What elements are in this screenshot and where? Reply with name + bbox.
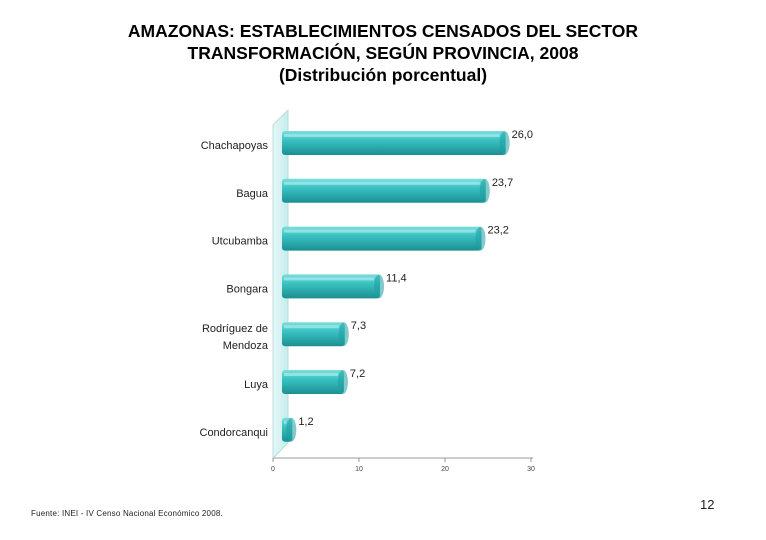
x-tick-label: 20 bbox=[441, 466, 449, 473]
x-tick-label: 30 bbox=[527, 466, 535, 473]
bar-end-cap bbox=[338, 322, 349, 347]
source-note: Fuente: INEI - IV Censo Nacional Económi… bbox=[31, 509, 223, 518]
value-label: 1,2 bbox=[298, 416, 313, 428]
title-line-2: TRANSFORMACIÓN, SEGÚN PROVINCIA, 2008 bbox=[187, 43, 579, 63]
page-number: 12 bbox=[700, 497, 715, 512]
bar-end-cap bbox=[499, 131, 510, 155]
bar-end-cap bbox=[374, 274, 385, 299]
category-label: Bongara bbox=[226, 283, 268, 295]
bar-end-cap bbox=[286, 417, 297, 442]
x-tick-label: 0 bbox=[271, 466, 275, 473]
bar-highlight bbox=[284, 420, 287, 424]
bar-highlight bbox=[284, 229, 476, 233]
bar-highlight bbox=[284, 181, 480, 185]
title-line-3: (Distribución porcentual) bbox=[278, 65, 488, 85]
value-label: 7,3 bbox=[351, 320, 366, 332]
x-tick-label: 10 bbox=[355, 466, 363, 473]
bar-highlight bbox=[284, 325, 339, 329]
bar-end-cap bbox=[337, 370, 348, 394]
category-label: Condorcanqui bbox=[200, 427, 269, 439]
bar-end-cap bbox=[479, 178, 490, 203]
category-label: Luya bbox=[244, 379, 269, 391]
bar-end-cap bbox=[475, 226, 486, 251]
title-line-1: AMAZONAS: ESTABLECIMIENTOS CENSADOS DEL … bbox=[127, 21, 639, 41]
slide-title: AMAZONAS: ESTABLECIMIENTOS CENSADOS DEL … bbox=[0, 20, 766, 86]
value-label: 26,0 bbox=[512, 129, 533, 141]
category-label: Rodríguez de bbox=[202, 323, 268, 335]
category-label: Mendoza bbox=[223, 340, 269, 352]
category-label: Utcubamba bbox=[212, 236, 269, 248]
bar-highlight bbox=[284, 277, 375, 281]
value-label: 7,2 bbox=[350, 368, 365, 380]
bar-highlight bbox=[284, 134, 500, 137]
bar-highlight bbox=[284, 373, 338, 376]
value-label: 11,4 bbox=[386, 272, 407, 284]
category-label: Bagua bbox=[236, 188, 269, 200]
value-label: 23,2 bbox=[488, 225, 509, 237]
value-label: 23,7 bbox=[492, 177, 513, 189]
category-label: Chachapoyas bbox=[201, 140, 269, 152]
